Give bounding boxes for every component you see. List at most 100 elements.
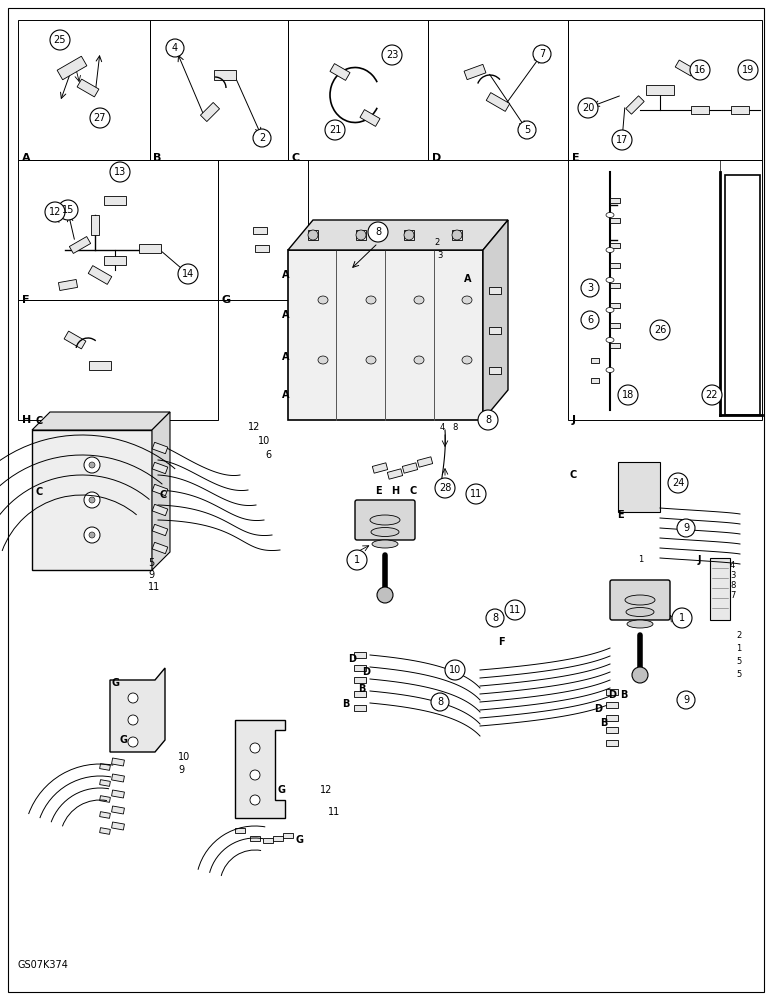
Text: D: D xyxy=(362,667,370,677)
Bar xyxy=(59,279,77,291)
Circle shape xyxy=(518,121,536,139)
Bar xyxy=(100,828,110,834)
Bar xyxy=(273,836,283,840)
Bar xyxy=(139,243,161,252)
Circle shape xyxy=(382,45,402,65)
Text: G: G xyxy=(278,785,286,795)
Circle shape xyxy=(452,230,462,240)
Circle shape xyxy=(650,320,670,340)
Bar xyxy=(100,796,110,802)
FancyBboxPatch shape xyxy=(355,500,415,540)
Text: 1: 1 xyxy=(679,613,685,623)
Bar xyxy=(100,780,110,786)
Bar xyxy=(283,832,293,838)
Bar xyxy=(112,822,124,830)
Text: D: D xyxy=(594,704,602,714)
Text: 22: 22 xyxy=(706,390,718,400)
Text: 28: 28 xyxy=(438,483,451,493)
Circle shape xyxy=(404,230,414,240)
Text: 12: 12 xyxy=(248,422,260,432)
Ellipse shape xyxy=(606,308,614,312)
Circle shape xyxy=(435,478,455,498)
Bar xyxy=(464,64,486,80)
Text: A: A xyxy=(282,270,290,280)
Circle shape xyxy=(672,608,692,628)
Text: 10: 10 xyxy=(258,436,270,446)
Bar xyxy=(354,705,366,711)
Ellipse shape xyxy=(372,540,398,548)
Text: 7: 7 xyxy=(730,591,736,600)
Bar xyxy=(610,218,620,223)
Circle shape xyxy=(466,484,486,504)
Bar xyxy=(100,812,110,818)
Circle shape xyxy=(578,98,598,118)
Text: 5: 5 xyxy=(736,670,741,679)
Text: C: C xyxy=(292,153,300,163)
Circle shape xyxy=(325,120,345,140)
Text: 12: 12 xyxy=(320,785,333,795)
Text: C: C xyxy=(160,490,168,500)
Text: 2: 2 xyxy=(259,133,265,143)
Circle shape xyxy=(677,691,695,709)
Text: 2: 2 xyxy=(434,238,439,247)
Text: 27: 27 xyxy=(93,113,107,123)
Circle shape xyxy=(308,230,318,240)
Bar xyxy=(626,96,644,114)
Text: E: E xyxy=(617,510,624,520)
Text: 5: 5 xyxy=(524,125,530,135)
Text: B: B xyxy=(620,690,628,700)
Polygon shape xyxy=(235,720,285,818)
Text: D: D xyxy=(348,654,356,664)
Text: 5: 5 xyxy=(148,558,154,568)
Text: 8: 8 xyxy=(375,227,381,237)
Text: 2: 2 xyxy=(736,631,741,640)
Text: 4: 4 xyxy=(730,561,735,570)
Ellipse shape xyxy=(462,356,472,364)
Bar xyxy=(568,20,762,160)
Text: F: F xyxy=(498,637,505,647)
Circle shape xyxy=(431,693,449,711)
Ellipse shape xyxy=(627,620,653,628)
Circle shape xyxy=(738,60,758,80)
Bar xyxy=(152,442,168,454)
Bar xyxy=(112,758,124,766)
Bar xyxy=(152,484,168,496)
Circle shape xyxy=(478,410,498,430)
Circle shape xyxy=(581,279,599,297)
Text: 11: 11 xyxy=(328,807,340,817)
Text: D: D xyxy=(608,690,616,700)
Ellipse shape xyxy=(414,296,424,304)
Bar xyxy=(610,198,620,202)
Bar xyxy=(418,457,432,467)
Circle shape xyxy=(89,497,95,503)
Circle shape xyxy=(690,60,710,80)
FancyBboxPatch shape xyxy=(610,580,670,620)
Circle shape xyxy=(486,609,504,627)
Ellipse shape xyxy=(414,356,424,364)
Bar xyxy=(152,524,168,536)
Text: E: E xyxy=(572,153,580,163)
Circle shape xyxy=(110,162,130,182)
Bar xyxy=(610,262,620,267)
Ellipse shape xyxy=(626,607,654,616)
Text: 12: 12 xyxy=(49,207,61,217)
Text: 1: 1 xyxy=(736,644,741,653)
Bar xyxy=(152,542,168,554)
Ellipse shape xyxy=(462,296,472,304)
Text: 4: 4 xyxy=(172,43,178,53)
Bar xyxy=(18,20,150,160)
Text: C: C xyxy=(36,416,43,426)
Bar xyxy=(104,196,126,205)
Circle shape xyxy=(368,222,388,242)
Circle shape xyxy=(505,600,525,620)
Bar xyxy=(250,836,260,840)
Bar xyxy=(89,360,111,369)
Bar xyxy=(214,70,236,80)
Polygon shape xyxy=(110,668,165,752)
Bar xyxy=(610,302,620,308)
Bar xyxy=(255,244,269,251)
Text: 7: 7 xyxy=(539,49,545,59)
Circle shape xyxy=(90,108,110,128)
Bar xyxy=(18,160,218,300)
Circle shape xyxy=(533,45,551,63)
